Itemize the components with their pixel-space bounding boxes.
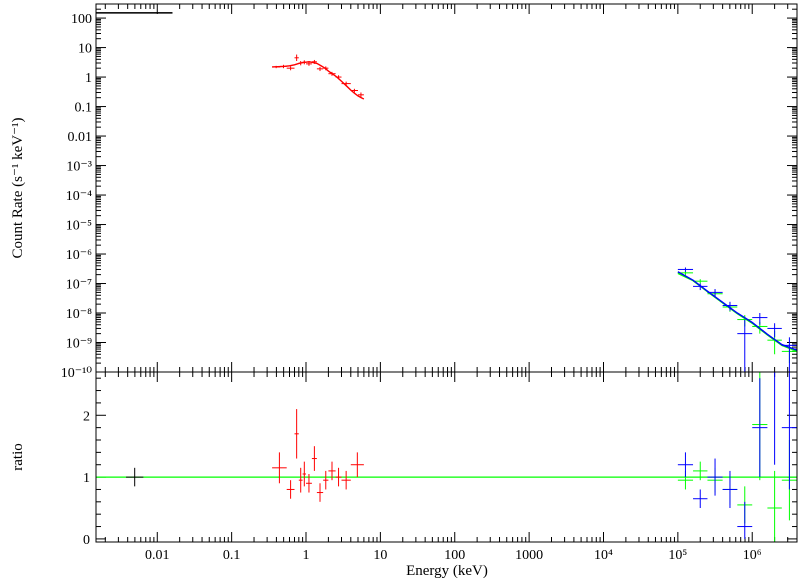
ratio-point xyxy=(272,452,287,484)
data-point xyxy=(272,65,281,69)
x-tick-label: 100 xyxy=(444,548,465,563)
energy-x-tick-labels: 0.01 0.1 1 10 100 1000 10⁴ 10⁵ 10⁶ xyxy=(145,548,762,563)
y-tick-label: 10⁻⁷ xyxy=(66,278,92,293)
y-tick-label: 10⁻⁵ xyxy=(66,219,92,234)
ratio-frame xyxy=(95,371,798,543)
data-point xyxy=(286,66,295,71)
y-tick-label: 0.01 xyxy=(68,130,93,145)
data-point xyxy=(328,71,336,76)
ratio-point xyxy=(306,474,312,493)
y-axis-label-count-rate: Count Rate (s⁻¹ keV⁻¹) xyxy=(10,117,26,258)
y-tick-label: 1 xyxy=(83,471,90,486)
data-point xyxy=(781,337,797,372)
model-line xyxy=(272,61,365,100)
y-tick-label: 1 xyxy=(85,71,92,86)
ratio-point xyxy=(752,378,768,478)
ratio-point xyxy=(328,461,336,481)
x-tick-label: 0.1 xyxy=(223,548,241,563)
count-rate-y-tick-labels: 100 10 1 0.1 0.01 10⁻³ 10⁻⁴ 10⁻⁵ 10⁻⁶ 10⁻⁷ 10⁻⁸ 10⁻… xyxy=(61,12,93,381)
y-axis-label-ratio: ratio xyxy=(10,443,26,471)
ratio-point xyxy=(302,461,307,487)
data-point xyxy=(722,301,738,311)
data-point xyxy=(341,81,351,86)
ratio-point xyxy=(737,501,753,539)
ratio-point xyxy=(707,458,723,496)
ratio-point xyxy=(335,467,342,487)
ratio-point xyxy=(350,452,364,478)
x-tick-label: 10⁵ xyxy=(668,548,687,563)
data-point xyxy=(323,66,329,71)
x-tick-label: 10⁶ xyxy=(743,548,762,563)
ratio-point xyxy=(323,470,329,490)
ratio-point xyxy=(767,371,782,465)
data-point xyxy=(298,61,303,66)
data-point xyxy=(280,64,287,69)
ratio-point xyxy=(311,446,317,471)
ratio-panel: 0 1 2 xyxy=(83,371,798,548)
data-point xyxy=(335,75,342,80)
ratio-point xyxy=(677,452,694,478)
x-tick-label: 1000 xyxy=(515,548,543,563)
x-tick-label: 0.01 xyxy=(145,548,170,563)
y-tick-label: 10⁻⁴ xyxy=(66,189,92,204)
data-point xyxy=(767,323,782,338)
data-point xyxy=(316,66,324,72)
x-tick-label: 10⁴ xyxy=(594,548,613,563)
ratio-point xyxy=(126,467,144,487)
count-rate-ticks xyxy=(96,3,798,373)
y-tick-label: 10 xyxy=(78,42,92,57)
ratio-y-tick-labels: 0 1 2 xyxy=(83,409,90,548)
model-line xyxy=(677,271,798,351)
y-tick-label: 10⁻³ xyxy=(66,160,92,175)
data-point xyxy=(311,59,317,64)
y-tick-label: 10⁻⁶ xyxy=(66,248,92,263)
data-point xyxy=(693,283,708,291)
y-tick-label: 10⁻¹⁰ xyxy=(61,366,93,381)
data-point xyxy=(752,313,768,325)
y-tick-label: 0 xyxy=(83,533,90,548)
count-rate-data xyxy=(96,12,798,372)
data-point xyxy=(707,289,723,297)
data-point xyxy=(677,267,694,272)
ratio-point xyxy=(722,470,738,508)
y-tick-label: 2 xyxy=(83,409,90,424)
ratio-point xyxy=(316,483,324,502)
data-point xyxy=(350,88,358,93)
y-tick-label: 10⁻⁸ xyxy=(66,307,92,322)
x-tick-label: 10 xyxy=(373,548,387,563)
data-point xyxy=(737,319,753,372)
ratio-data xyxy=(96,371,797,542)
data-point xyxy=(306,62,312,66)
data-point xyxy=(302,60,307,65)
count-rate-panel: 100 10 1 0.1 0.01 10⁻³ 10⁻⁴ 10⁻⁵ 10⁻⁶ 10⁻⁷ 10⁻⁸ 10⁻… xyxy=(61,3,798,381)
ratio-point xyxy=(341,470,351,490)
x-axis-label: Energy (keV) xyxy=(406,563,488,579)
ratio-point xyxy=(693,489,708,508)
ratio-point xyxy=(294,409,299,459)
y-tick-label: 0.1 xyxy=(75,101,93,116)
data-point xyxy=(294,54,299,62)
y-tick-label: 100 xyxy=(71,12,92,27)
ratio-point xyxy=(693,461,708,481)
y-tick-label: 10⁻⁹ xyxy=(66,337,92,352)
data-point xyxy=(357,92,364,98)
ratio-point xyxy=(286,480,295,499)
count-rate-frame xyxy=(95,3,798,373)
x-tick-label: 1 xyxy=(303,548,310,563)
ratio-point xyxy=(767,470,782,542)
ratio-point xyxy=(781,372,797,490)
ratio-point xyxy=(298,467,303,493)
ratio-ticks xyxy=(96,372,798,542)
